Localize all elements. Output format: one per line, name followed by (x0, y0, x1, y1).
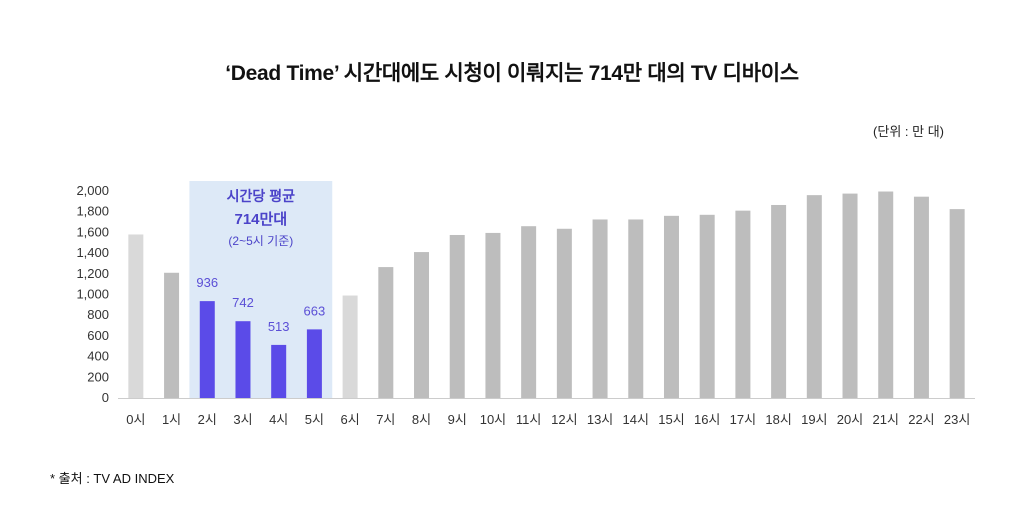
highlight-note: (2~5시 기준) (228, 234, 293, 248)
bar-9시 (449, 234, 465, 398)
y-tick-label: 0 (102, 390, 109, 405)
x-tick-label: 23시 (944, 412, 970, 427)
x-tick-label: 1시 (162, 412, 181, 427)
highlight-title: 시간당 평균 (227, 188, 295, 204)
bar-0시 (128, 234, 144, 398)
y-tick-label: 800 (87, 307, 109, 322)
bar-2시 (199, 301, 215, 398)
bar-14시 (628, 219, 644, 398)
x-tick-label: 4시 (269, 412, 288, 427)
y-tick-label: 1,400 (76, 245, 109, 260)
y-tick-label: 600 (87, 328, 109, 343)
x-tick-label: 9시 (448, 412, 467, 427)
bar-22시 (913, 196, 929, 398)
x-tick-label: 14시 (623, 412, 649, 427)
y-tick-label: 2,000 (76, 183, 109, 198)
x-tick-label: 7시 (376, 412, 395, 427)
bar-6시 (342, 295, 358, 398)
x-tick-label: 20시 (837, 412, 863, 427)
bar-3시 (235, 321, 251, 398)
bar-15시 (663, 215, 679, 398)
x-tick-label: 0시 (126, 412, 145, 427)
bar-17시 (735, 210, 751, 398)
bar-12시 (556, 228, 572, 398)
bar-1시 (164, 272, 180, 398)
y-tick-label: 1,800 (76, 204, 109, 219)
y-tick-label: 1,200 (76, 266, 109, 281)
x-tick-label: 12시 (551, 412, 577, 427)
data-label: 663 (304, 303, 326, 318)
y-tick-label: 400 (87, 349, 109, 364)
bar-8시 (414, 252, 430, 398)
x-tick-label: 3시 (233, 412, 252, 427)
x-tick-label: 13시 (587, 412, 613, 427)
data-label: 936 (196, 275, 218, 290)
chart-title: ‘Dead Time’ 시간대에도 시청이 이뤄지는 714만 대의 TV 디바… (225, 62, 799, 85)
x-tick-label: 17시 (730, 412, 756, 427)
x-tick-label: 16시 (694, 412, 720, 427)
y-tick-label: 1,000 (76, 287, 109, 302)
x-tick-label: 6시 (341, 412, 360, 427)
y-tick-label: 1,600 (76, 224, 109, 239)
x-tick-label: 2시 (198, 412, 217, 427)
bar-20시 (842, 193, 858, 398)
bar-19시 (806, 195, 822, 398)
bar-18시 (771, 204, 787, 398)
x-tick-label: 8시 (412, 412, 431, 427)
bar-11시 (521, 226, 537, 398)
x-tick-label: 10시 (480, 412, 506, 427)
y-tick-label: 200 (87, 369, 109, 384)
bar-21시 (878, 191, 894, 398)
x-tick-label: 5시 (305, 412, 324, 427)
bar-16시 (699, 214, 715, 398)
x-tick-label: 19시 (801, 412, 827, 427)
bar-5시 (306, 329, 322, 398)
x-tick-label: 21시 (873, 412, 899, 427)
bar-13시 (592, 219, 608, 398)
source-note: * 출처 : TV AD INDEX (50, 471, 175, 486)
x-tick-label: 11시 (516, 412, 541, 427)
bar-10시 (485, 232, 501, 398)
data-label: 742 (232, 295, 254, 310)
bar-7시 (378, 267, 394, 398)
bar-4시 (271, 344, 287, 398)
x-tick-label: 15시 (658, 412, 684, 427)
x-tick-label: 22시 (908, 412, 934, 427)
bar-23시 (949, 209, 965, 398)
unit-label: (단위 : 만 대) (873, 124, 944, 139)
data-label: 513 (268, 319, 290, 334)
x-tick-label: 18시 (765, 412, 791, 427)
highlight-value: 714만대 (235, 211, 288, 228)
